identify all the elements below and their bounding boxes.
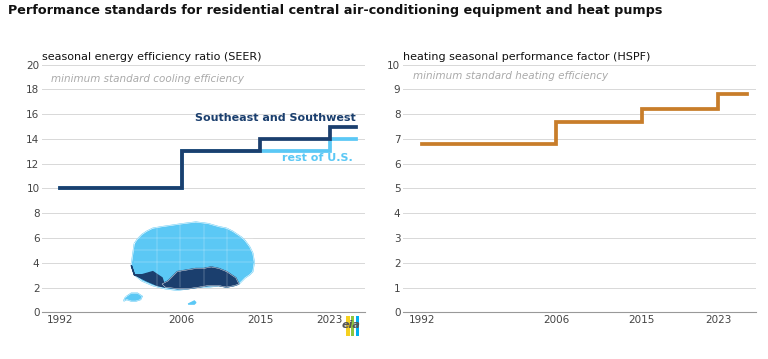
Text: minimum standard heating efficiency: minimum standard heating efficiency	[412, 71, 608, 81]
Polygon shape	[124, 293, 142, 301]
Text: seasonal energy efficiency ratio (SEER): seasonal energy efficiency ratio (SEER)	[42, 52, 262, 62]
Text: Southeast and Southwest: Southeast and Southwest	[195, 113, 356, 123]
Text: minimum standard cooling efficiency: minimum standard cooling efficiency	[51, 74, 244, 84]
Polygon shape	[162, 267, 239, 289]
Text: rest of U.S.: rest of U.S.	[282, 153, 353, 163]
Text: Performance standards for residential central air-conditioning equipment and hea: Performance standards for residential ce…	[8, 4, 662, 17]
Polygon shape	[131, 265, 165, 287]
Text: heating seasonal performance factor (HSPF): heating seasonal performance factor (HSP…	[403, 52, 650, 62]
Polygon shape	[188, 301, 196, 304]
Bar	[356, 316, 359, 336]
Bar	[351, 316, 354, 336]
Polygon shape	[131, 222, 254, 290]
Bar	[346, 316, 349, 336]
Text: eia: eia	[342, 320, 361, 330]
